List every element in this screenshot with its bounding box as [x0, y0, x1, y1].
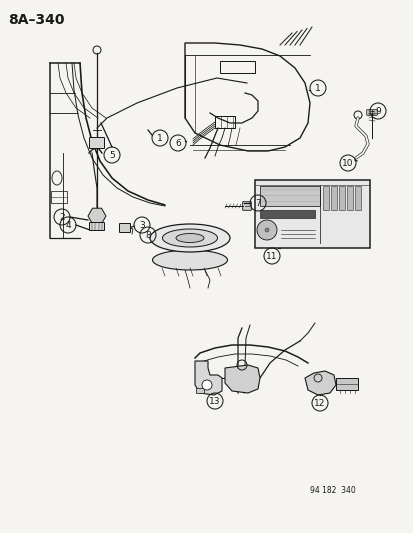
Text: 11: 11 [266, 252, 277, 261]
Circle shape [202, 380, 211, 390]
Bar [322, 186, 328, 210]
Bar [335, 378, 357, 390]
FancyBboxPatch shape [119, 223, 130, 232]
FancyBboxPatch shape [89, 138, 104, 149]
Ellipse shape [162, 229, 217, 247]
Bar [214, 116, 235, 128]
Bar [354, 186, 360, 210]
Polygon shape [304, 371, 335, 395]
Bar [51, 191, 67, 203]
Circle shape [264, 228, 268, 232]
Bar [259, 210, 314, 218]
Text: 1: 1 [157, 133, 162, 142]
FancyBboxPatch shape [366, 110, 376, 115]
Ellipse shape [152, 250, 227, 270]
Text: 3: 3 [139, 221, 145, 230]
Text: 9: 9 [374, 107, 380, 116]
Bar [254, 180, 369, 248]
Text: 94 182  340: 94 182 340 [309, 486, 355, 495]
Bar [195, 388, 204, 393]
FancyBboxPatch shape [89, 222, 104, 230]
Text: 13: 13 [209, 397, 220, 406]
Bar [219, 61, 254, 73]
Text: 10: 10 [342, 158, 353, 167]
Polygon shape [224, 365, 259, 393]
Bar [338, 186, 344, 210]
Polygon shape [195, 361, 221, 395]
Circle shape [256, 220, 276, 240]
Ellipse shape [176, 233, 204, 243]
Ellipse shape [150, 224, 230, 252]
Bar [259, 186, 319, 206]
FancyBboxPatch shape [242, 201, 251, 211]
Text: 4: 4 [65, 221, 71, 230]
Bar [330, 186, 336, 210]
Text: 2: 2 [59, 213, 65, 222]
Text: 8A–340: 8A–340 [8, 13, 64, 27]
Text: 1: 1 [314, 84, 320, 93]
Text: 6: 6 [175, 139, 180, 148]
Text: 8: 8 [145, 230, 150, 239]
Text: 7: 7 [254, 198, 260, 207]
Bar [346, 186, 352, 210]
Text: 12: 12 [313, 399, 325, 408]
Text: 5: 5 [109, 150, 114, 159]
